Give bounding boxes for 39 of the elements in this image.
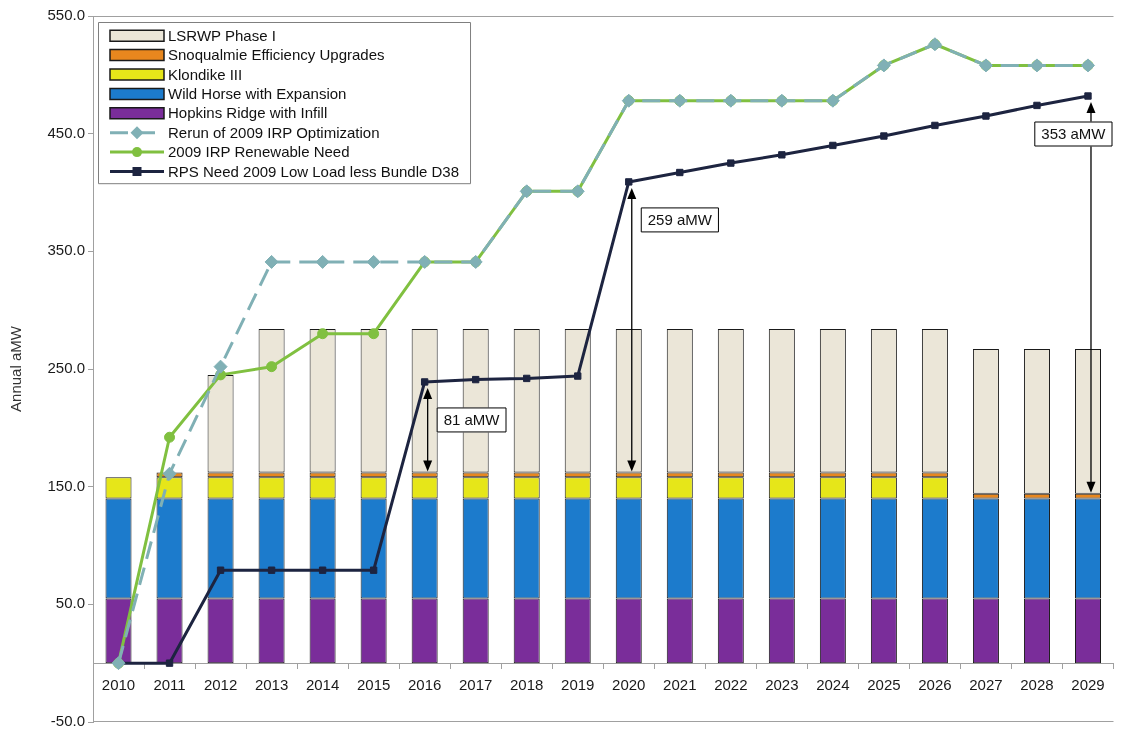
y-tick-label: 150.0 bbox=[47, 476, 85, 494]
x-tick-label: 2018 bbox=[510, 676, 544, 694]
x-tick-label: 2022 bbox=[714, 676, 748, 694]
x-tick-label: 2011 bbox=[153, 676, 186, 694]
legend-label: Rerun of 2009 IRP Optimization bbox=[168, 123, 380, 141]
legend-label: Snoqualmie Efficiency Upgrades bbox=[168, 46, 385, 64]
x-tick-label: 2015 bbox=[356, 676, 391, 694]
x-tick-label: 2016 bbox=[407, 676, 442, 694]
x-tick-label: 2024 bbox=[816, 676, 850, 694]
y-axis-title: Annual aMW bbox=[7, 325, 25, 412]
x-tick-label: 2029 bbox=[1071, 676, 1105, 694]
y-tick-label: 50.0 bbox=[55, 594, 85, 612]
x-tick-label: 2025 bbox=[867, 676, 901, 694]
x-tick-label: 2021 bbox=[663, 676, 697, 694]
x-tick-label: 2012 bbox=[203, 676, 238, 694]
y-tick-label: 450.0 bbox=[47, 123, 85, 141]
legend-label: RPS Need 2009 Low Load less Bundle D38 bbox=[168, 162, 460, 180]
annotation: 353 aMW bbox=[1041, 125, 1107, 143]
y-tick-label: 550.0 bbox=[47, 6, 85, 24]
legend-label: Wild Horse with Expansion bbox=[168, 85, 347, 103]
x-tick-label: 2010 bbox=[101, 676, 136, 694]
legend-label: Klondike III bbox=[168, 65, 243, 83]
x-tick-label: 2019 bbox=[561, 676, 595, 694]
y-tick-label: -50.0 bbox=[50, 712, 85, 730]
x-tick-label: 2028 bbox=[1020, 676, 1054, 694]
legend-label: LSRWP Phase I bbox=[168, 26, 276, 44]
x-tick-label: 2026 bbox=[918, 676, 952, 694]
legend-label: Hopkins Ridge with Infill bbox=[168, 104, 328, 122]
legend-label: 2009 IRP Renewable Need bbox=[168, 143, 350, 161]
x-tick-label: 2017 bbox=[459, 676, 493, 694]
y-tick-label: 350.0 bbox=[47, 241, 85, 259]
y-tick-label: 250.0 bbox=[47, 359, 85, 377]
x-tick-label: 2013 bbox=[254, 676, 289, 694]
x-tick-label: 2027 bbox=[969, 676, 1003, 694]
x-tick-label: 2020 bbox=[612, 676, 646, 694]
x-tick-label: 2014 bbox=[305, 676, 340, 694]
annotation: 81 aMW bbox=[443, 411, 501, 429]
annotation: 259 aMW bbox=[647, 211, 713, 229]
x-tick-label: 2023 bbox=[765, 676, 799, 694]
